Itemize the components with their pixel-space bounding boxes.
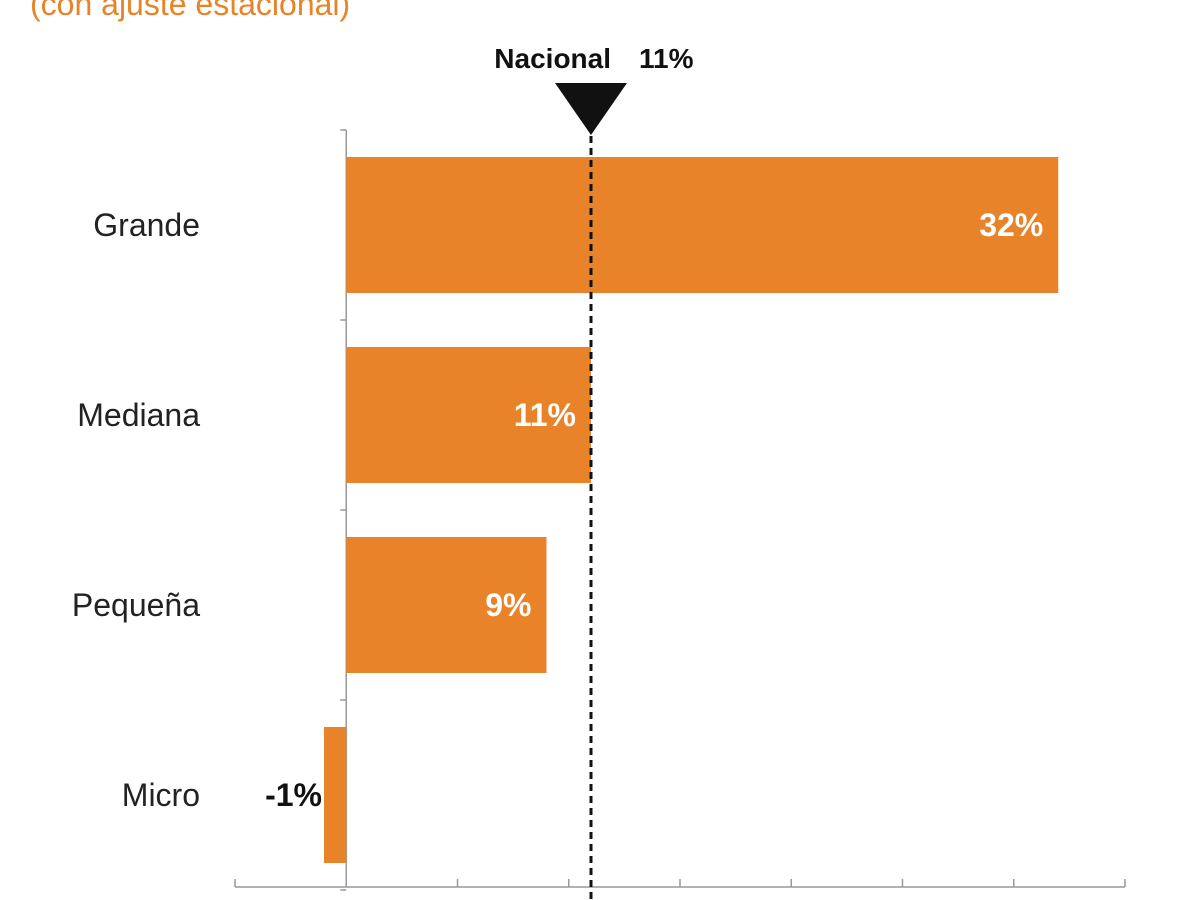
bar-pequeña (346, 537, 547, 673)
category-label: Pequeña (72, 587, 200, 623)
bar-mediana (346, 347, 591, 483)
reference-label: Nacional (494, 43, 611, 74)
data-label: 11% (514, 397, 576, 433)
data-label: 32% (979, 207, 1043, 243)
data-label: 9% (485, 587, 531, 623)
category-label: Micro (122, 777, 200, 813)
bar-micro (324, 727, 347, 863)
chart-subtitle: (con ajuste estacional) (30, 0, 351, 22)
bar-grande (346, 157, 1059, 293)
category-label: Mediana (77, 397, 200, 433)
category-label: Grande (93, 207, 200, 243)
data-label: -1% (265, 777, 322, 813)
reference-value-label: 11% (639, 43, 694, 74)
reference-marker-icon (555, 83, 627, 135)
